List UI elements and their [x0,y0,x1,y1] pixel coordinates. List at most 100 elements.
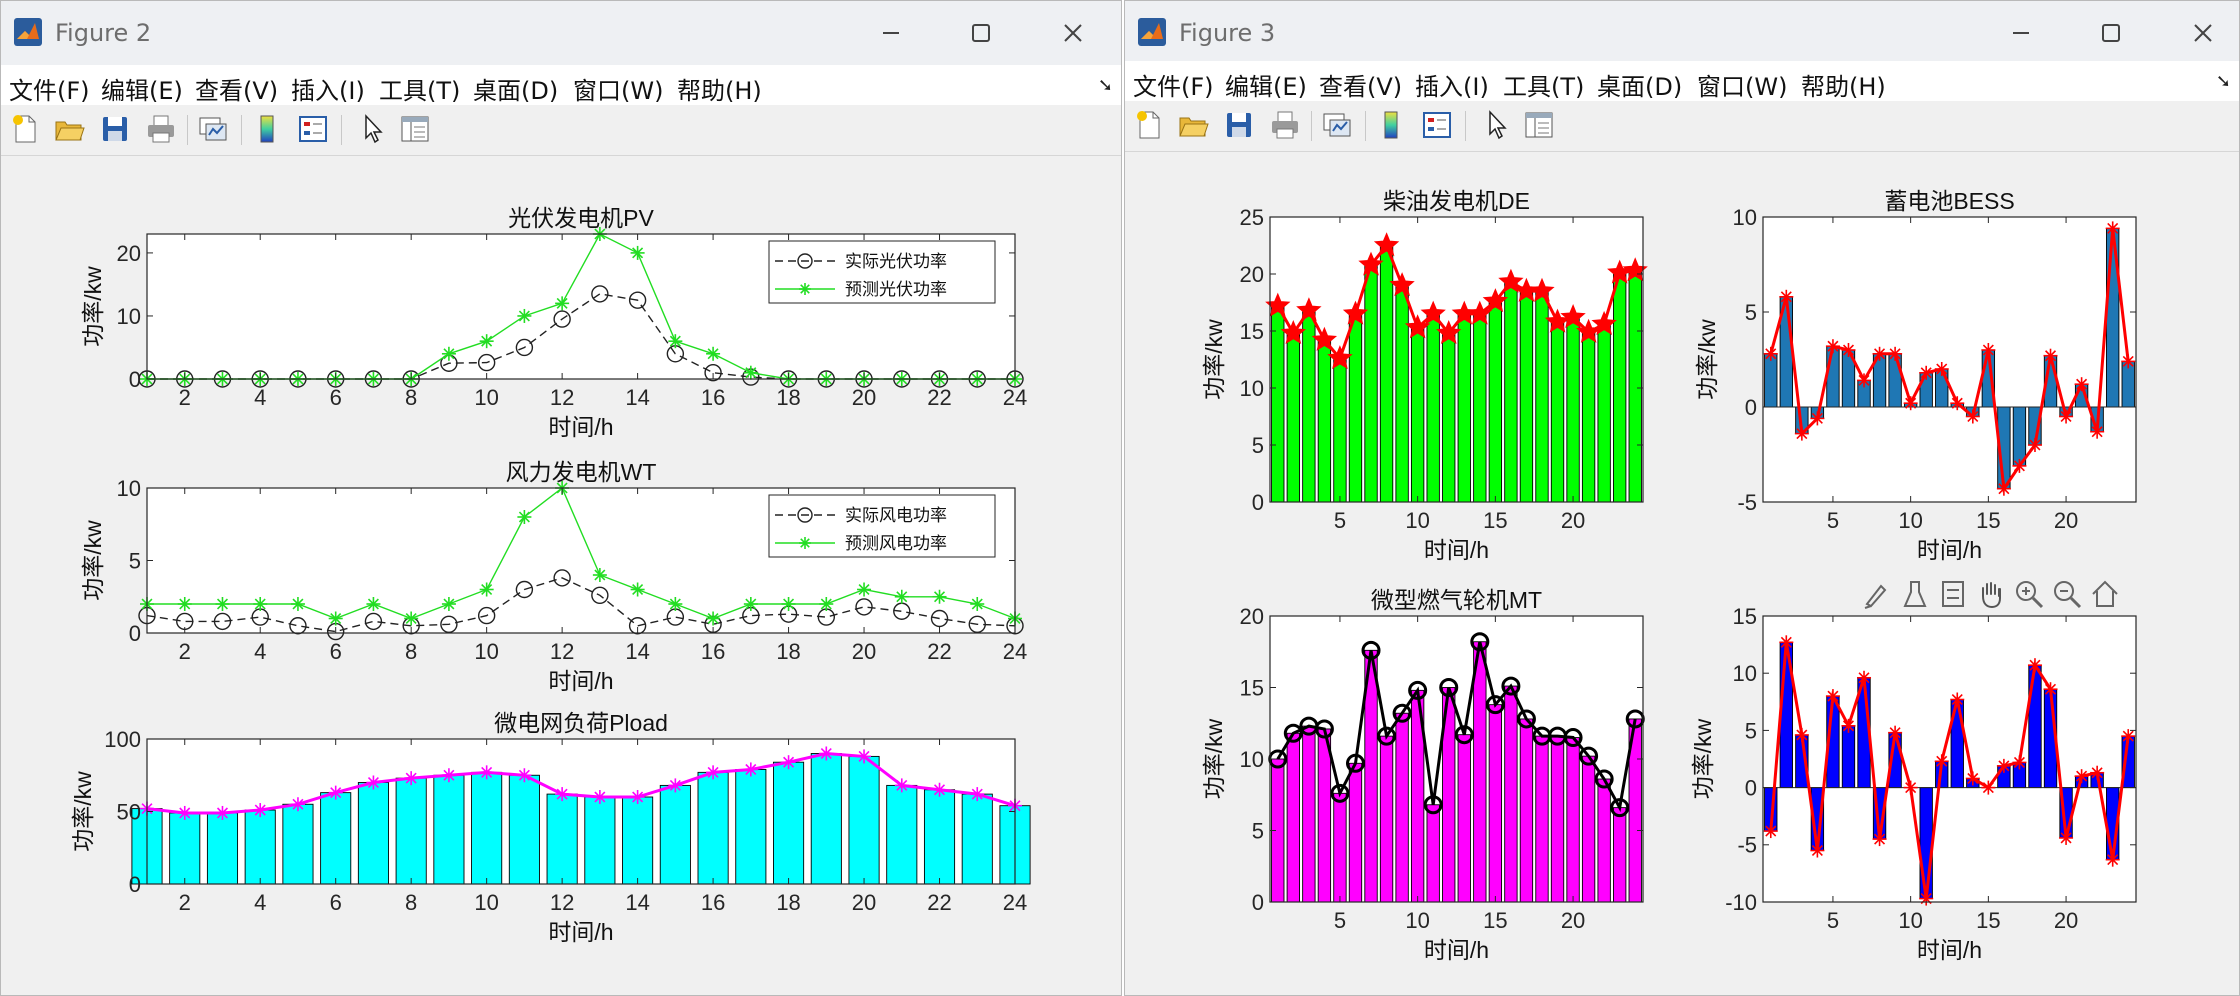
wt-series-0-point [515,580,534,599]
bar [1888,353,1902,408]
new-figure-icon[interactable] [1133,109,1165,141]
bar [1550,735,1565,903]
link-plot-icon[interactable] [197,113,229,145]
legend-label: 实际风电功率 [845,506,947,525]
y-tick-label: 0 [129,621,141,646]
close-icon[interactable] [1055,15,1091,51]
menu-edit[interactable]: 编辑(E) [1225,73,1307,101]
zoom-out-icon[interactable] [2051,578,2083,610]
minimize-icon[interactable] [2003,15,2039,51]
save-icon[interactable] [99,113,131,145]
menu-tools[interactable]: 工具(T) [1503,73,1585,101]
legend-label: 预测光伏功率 [845,280,947,299]
overlay-point [1516,709,1536,729]
y-tick-label: 50 [117,799,141,824]
maximize-icon[interactable] [2093,15,2129,51]
print-icon[interactable] [145,113,177,145]
pan-hand-icon[interactable] [1975,578,2007,610]
save-icon[interactable] [1223,109,1255,141]
title-bar[interactable]: Figure 2 [1,1,1121,65]
x-tick-label: 22 [927,385,951,410]
menu-file[interactable]: 文件(F) [1133,73,1214,101]
menu-help[interactable]: 帮助(H) [677,77,762,105]
x-tick-label: 10 [1405,508,1429,533]
y-axis-label: 功率/kw [1694,319,1720,400]
link-plot-icon[interactable] [1321,109,1353,141]
property-inspector-icon[interactable] [1523,109,1555,141]
legend-icon[interactable] [297,113,329,145]
property-inspector-icon[interactable] [399,113,431,145]
menu-view[interactable]: 查看(V) [1319,73,1403,101]
open-file-icon[interactable] [53,113,85,145]
bar [1841,725,1856,789]
menu-bar: 文件(F) 编辑(E) 查看(V) 插入(I) 工具(T) 桌面(D) 窗口(W… [1125,61,2239,101]
bar [1581,755,1596,903]
bar [1333,357,1347,503]
bar [1395,712,1409,903]
bar [697,771,729,885]
maximize-icon[interactable] [963,15,999,51]
menu-desktop[interactable]: 桌面(D) [473,77,559,105]
close-icon[interactable] [2185,15,2221,51]
pv-series-1-point [706,346,721,361]
title-bar[interactable]: Figure 3 [1125,1,2239,65]
overlay-point [1934,362,1949,376]
axes-box [1269,216,1644,503]
y-tick-label: 100 [104,727,141,752]
overlay-point [1392,703,1412,723]
print-icon[interactable] [1269,109,1301,141]
data-tips-icon[interactable] [1899,578,1931,610]
overlay-point [1872,832,1887,847]
bar [1504,685,1518,903]
menu-window[interactable]: 窗口(W) [573,77,664,105]
overlay-point [1981,343,1996,357]
plot-area [1763,217,2136,502]
legend-icon[interactable] [1421,109,1453,141]
menu-file[interactable]: 文件(F) [9,77,90,105]
brush-icon[interactable] [1861,578,1893,610]
x-tick-label: 4 [254,890,266,915]
home-icon[interactable] [2089,578,2121,610]
figure-3-window: Figure 3 文件(F) 编辑(E) 查看(V) 插入(I) 工具(T) 桌… [1124,0,2240,996]
restore-view-icon[interactable] [1937,578,1969,610]
y-tick-label: 0 [129,367,141,392]
overlay-point [1810,843,1825,858]
x-tick-label: 5 [1827,908,1839,933]
pv-series-1-point [743,365,758,380]
colorbar-icon[interactable] [1375,109,1407,141]
toolbar-separator [1311,111,1312,141]
x-tick-label: 6 [330,385,342,410]
menu-view[interactable]: 查看(V) [195,77,279,105]
minimize-icon[interactable] [873,15,909,51]
menu-help[interactable]: 帮助(H) [1801,73,1886,101]
menu-window[interactable]: 窗口(W) [1697,73,1788,101]
figure-3-plots[interactable]: 5 10 15 20 0 5 10 15 20 25 柴油发电机DE 时间/h 功率/kw 5 10 15 20… [1125,152,2239,996]
open-file-icon[interactable] [1177,109,1209,141]
zoom-in-icon[interactable] [2013,578,2045,610]
edit-plot-arrow-icon[interactable] [357,113,389,145]
overlay-point [1825,339,1840,354]
bar [1613,807,1627,903]
wt-series-1-point [668,597,683,611]
overlay-point [2043,348,2058,363]
overlay-point [253,803,268,818]
menu-desktop[interactable]: 桌面(D) [1597,73,1683,101]
dock-arrow-icon[interactable]: ➘ [2215,71,2231,92]
edit-plot-arrow-icon[interactable] [1481,109,1513,141]
menu-insert[interactable]: 插入(I) [1415,73,1489,101]
new-figure-icon[interactable] [9,113,41,145]
menu-edit[interactable]: 编辑(E) [101,77,183,105]
wt-series-1-point [177,597,192,611]
wt-series-0-point [477,606,496,625]
overlay-point [1996,481,2011,496]
colorbar-icon[interactable] [251,113,283,145]
dock-arrow-icon[interactable]: ➘ [1097,75,1113,96]
bar [1317,728,1332,903]
overlay-point [1377,726,1397,746]
overlay-point [1965,409,1980,424]
menu-insert[interactable]: 插入(I) [291,77,365,105]
bar [1597,323,1611,503]
pv-series-0-point [628,291,647,309]
menu-tools[interactable]: 工具(T) [379,77,461,105]
